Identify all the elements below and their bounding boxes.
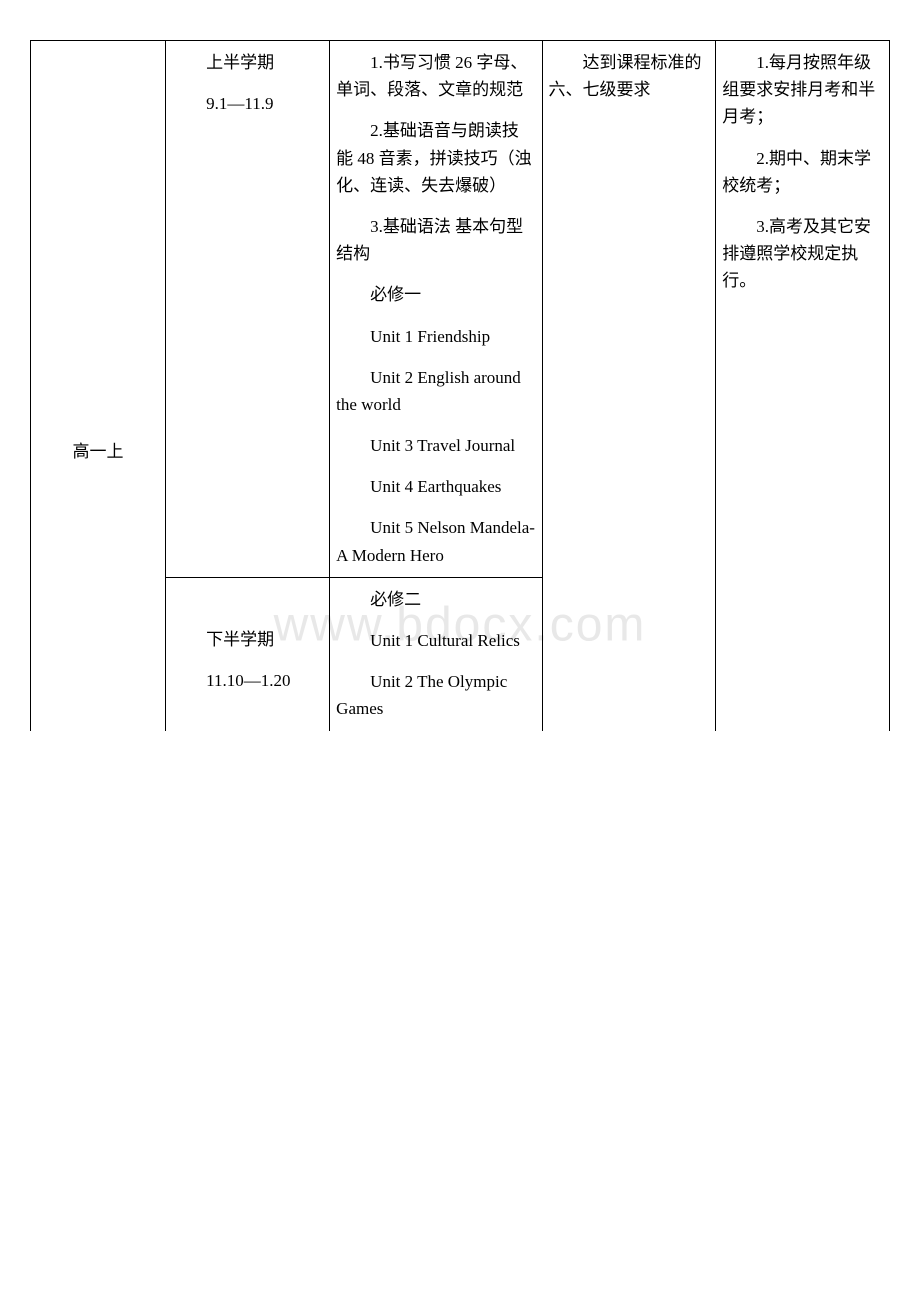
- period-dates: 11.10—1.20: [172, 667, 323, 694]
- content-item: 2.基础语音与朗读技能 48 音素，拼读技巧（浊化、连读、失去爆破）: [336, 117, 535, 199]
- period-label: 上半学期: [172, 49, 323, 76]
- grade-label: 高一上: [73, 442, 124, 461]
- content-item: 3.基础语法 基本句型结构: [336, 213, 535, 267]
- content-item: Unit 2 English around the world: [336, 364, 535, 418]
- curriculum-table: 高一上 上半学期 9.1—11.9 1.书写习惯 26 字母、单词、段落、文章的…: [30, 40, 890, 731]
- notes-cell: 1.每月按照年级组要求安排月考和半月考； 2.期中、期末学校统考； 3.高考及其…: [716, 41, 890, 731]
- content-item: Unit 1 Friendship: [336, 323, 535, 350]
- content-item: 必修一: [336, 281, 535, 308]
- content-item: Unit 1 Cultural Relics: [336, 627, 535, 654]
- standard-text: 达到课程标准的六、七级要求: [549, 49, 710, 103]
- content-cell: 1.书写习惯 26 字母、单词、段落、文章的规范 2.基础语音与朗读技能 48 …: [330, 41, 542, 578]
- period-dates: 9.1—11.9: [172, 90, 323, 117]
- content-item: Unit 4 Earthquakes: [336, 473, 535, 500]
- content-item: Unit 2 The Olympic Games: [336, 668, 535, 722]
- content-cell: 必修二 Unit 1 Cultural Relics Unit 2 The Ol…: [330, 577, 542, 730]
- content-item: Unit 5 Nelson Mandela-A Modern Hero: [336, 514, 535, 568]
- period-cell: 上半学期 9.1—11.9: [166, 41, 330, 578]
- note-item: 1.每月按照年级组要求安排月考和半月考；: [722, 49, 883, 131]
- content-item: 1.书写习惯 26 字母、单词、段落、文章的规范: [336, 49, 535, 103]
- period-cell: 下半学期 11.10—1.20: [166, 577, 330, 730]
- content-item: 必修二: [336, 586, 535, 613]
- note-item: 3.高考及其它安排遵照学校规定执行。: [722, 213, 883, 295]
- table-row: 高一上 上半学期 9.1—11.9 1.书写习惯 26 字母、单词、段落、文章的…: [31, 41, 890, 578]
- note-item: 2.期中、期末学校统考；: [722, 145, 883, 199]
- standard-cell: 达到课程标准的六、七级要求: [542, 41, 716, 731]
- period-label: 下半学期: [172, 626, 323, 653]
- grade-cell: 高一上: [31, 41, 166, 731]
- content-item: Unit 3 Travel Journal: [336, 432, 535, 459]
